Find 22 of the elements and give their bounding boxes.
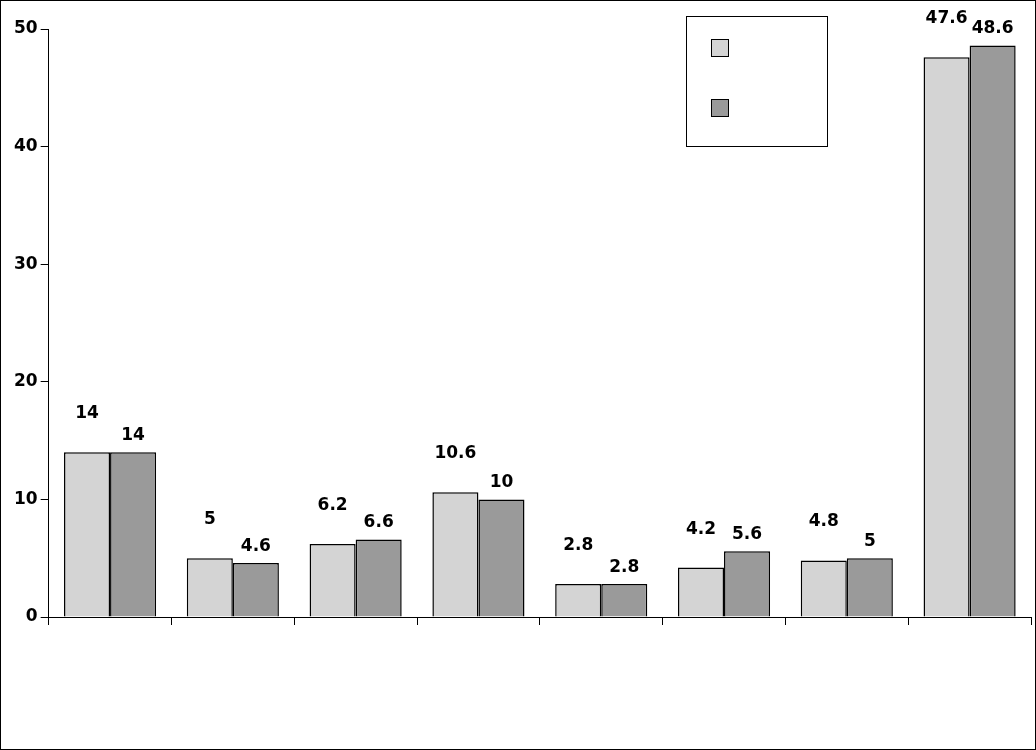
y-tick-label: 20 xyxy=(13,370,38,391)
data-label: 14 xyxy=(75,402,100,423)
data-label: 6.6 xyxy=(363,511,394,532)
data-label: 4.2 xyxy=(685,517,717,538)
data-label: 5.6 xyxy=(731,523,763,544)
data-label: 4.6 xyxy=(240,534,271,555)
y-tick-label: 10 xyxy=(13,487,38,508)
y-tick-label: 30 xyxy=(13,252,38,273)
data-label: 2.8 xyxy=(609,555,640,576)
data-label: 5 xyxy=(863,530,876,551)
y-tick-label: 40 xyxy=(13,135,38,156)
data-label: 48.6 xyxy=(971,17,1014,38)
data-label: 14 xyxy=(121,424,146,445)
data-label: 6.2 xyxy=(317,494,348,515)
data-label: 5 xyxy=(203,508,216,529)
data-label: 10.6 xyxy=(434,442,477,463)
data-label: 47.6 xyxy=(925,7,968,28)
data-label: 2.8 xyxy=(563,533,594,554)
data-label: 10 xyxy=(489,471,514,492)
y-tick-label: 50 xyxy=(13,17,38,38)
y-tick-label: 0 xyxy=(25,605,38,626)
data-label: 4.8 xyxy=(808,510,839,531)
